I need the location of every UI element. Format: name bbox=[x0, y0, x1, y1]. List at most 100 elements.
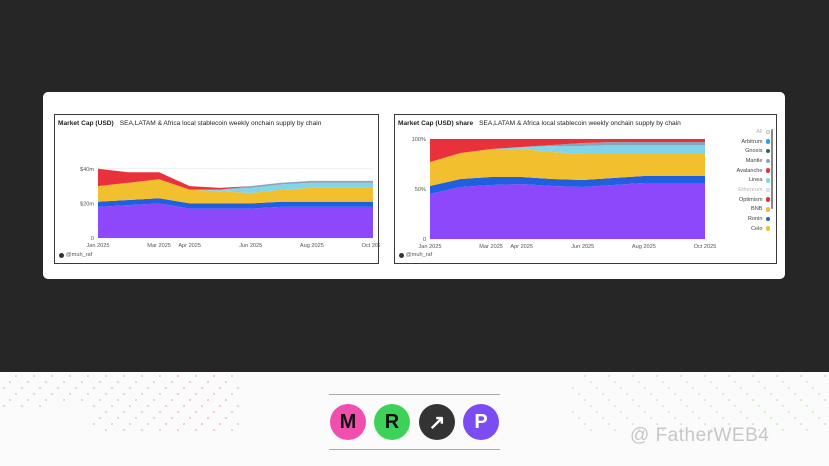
pattern-dot bbox=[703, 374, 707, 378]
pattern-dot bbox=[2, 404, 6, 408]
pattern-dot bbox=[176, 428, 180, 432]
pattern-dot bbox=[122, 410, 126, 414]
pattern-dot bbox=[583, 422, 587, 426]
area-bnb bbox=[430, 149, 705, 186]
pattern-dot bbox=[583, 374, 587, 378]
pattern-dot bbox=[571, 386, 575, 390]
pattern-dot bbox=[823, 422, 827, 426]
pattern-dot bbox=[703, 398, 707, 402]
pattern-dot bbox=[607, 422, 611, 426]
pattern-dot bbox=[122, 428, 126, 432]
x-tick-label: Aug 2025 bbox=[632, 244, 656, 250]
pattern-dot bbox=[613, 380, 617, 384]
market-cap-share-chart: Market Cap (USD) share SEA,LATAM & Africa… bbox=[394, 114, 777, 264]
pattern-dot bbox=[661, 404, 665, 408]
pattern-dot bbox=[236, 404, 240, 408]
legend-item-optimism[interactable]: Optimism bbox=[704, 195, 770, 205]
pattern-dot bbox=[80, 398, 84, 402]
logo-p: P bbox=[463, 404, 499, 440]
x-tick-label: Apr 2025 bbox=[178, 243, 201, 249]
pattern-dot bbox=[823, 398, 827, 402]
legend-item-ronin[interactable]: Ronin bbox=[704, 214, 770, 224]
legend-item-arbitrum[interactable]: Arbitrum bbox=[704, 137, 770, 147]
charts-card: Market Cap (USD) SEA,LATAM & Africa local… bbox=[43, 92, 785, 279]
pattern-dot bbox=[182, 422, 186, 426]
pattern-dot bbox=[775, 398, 779, 402]
legend-color-dot bbox=[765, 178, 770, 183]
pattern-dot bbox=[32, 392, 36, 396]
avatar-icon bbox=[399, 252, 404, 258]
pattern-dot bbox=[757, 404, 761, 408]
pattern-dot bbox=[757, 428, 761, 432]
pattern-dot bbox=[643, 386, 647, 390]
pattern-dot bbox=[200, 386, 204, 390]
pattern-dot bbox=[601, 416, 605, 420]
pattern-dot bbox=[128, 386, 132, 390]
pattern-dot bbox=[817, 392, 821, 396]
legend-label: Avalanche bbox=[736, 167, 763, 174]
pattern-dot bbox=[122, 392, 126, 396]
pattern-dot bbox=[805, 428, 809, 432]
legend-scrollbar[interactable] bbox=[771, 129, 773, 209]
pattern-dot bbox=[68, 392, 72, 396]
pattern-dot bbox=[8, 380, 12, 384]
pattern-dot bbox=[194, 410, 198, 414]
pattern-dot bbox=[619, 410, 623, 414]
pattern-dot bbox=[613, 404, 617, 408]
legend-item-linea[interactable]: Linea bbox=[704, 175, 770, 185]
legend-item-bnb[interactable]: BNB bbox=[704, 205, 770, 215]
pattern-dot bbox=[619, 386, 623, 390]
legend-item-avalanche[interactable]: Avalanche bbox=[704, 166, 770, 176]
area-ronin bbox=[430, 176, 705, 194]
pattern-dot bbox=[589, 380, 593, 384]
pattern-dot bbox=[32, 374, 36, 378]
pattern-dot bbox=[751, 422, 755, 426]
pattern-dot bbox=[20, 386, 24, 390]
pattern-dot bbox=[122, 374, 126, 378]
pattern-dot bbox=[80, 380, 84, 384]
pattern-dot bbox=[98, 416, 102, 420]
pattern-dot bbox=[649, 416, 653, 420]
pattern-dot bbox=[751, 374, 755, 378]
pattern-dot bbox=[793, 392, 797, 396]
legend-item-all[interactable]: All bbox=[704, 127, 770, 137]
legend-color-dot bbox=[765, 158, 770, 164]
legend-item-gnosis[interactable]: Gnosis bbox=[704, 146, 770, 156]
pattern-dot bbox=[667, 410, 671, 414]
pattern-dot bbox=[230, 374, 234, 378]
pattern-dot bbox=[200, 404, 204, 408]
legend-item-mantle[interactable]: Mantle bbox=[704, 156, 770, 166]
pattern-dot bbox=[224, 416, 228, 420]
pattern-dot bbox=[781, 404, 785, 408]
watermark-text: @ FatherWEB4 bbox=[630, 425, 770, 446]
legend-item-celo[interactable]: Celo bbox=[704, 224, 770, 234]
legend-label: Mantle bbox=[745, 157, 763, 164]
pattern-dot bbox=[140, 392, 144, 396]
pattern-dot bbox=[98, 380, 102, 384]
pattern-dot bbox=[104, 428, 108, 432]
area-purple-base bbox=[98, 203, 373, 238]
pattern-dot bbox=[673, 416, 677, 420]
pattern-dot bbox=[769, 392, 773, 396]
pattern-dot bbox=[74, 386, 78, 390]
logo-r-letter: R bbox=[384, 410, 400, 433]
pattern-dot bbox=[152, 416, 156, 420]
pattern-dot bbox=[631, 374, 635, 378]
legend-label: Ronin bbox=[747, 216, 763, 223]
legend-item-ethereum[interactable]: Ethereum bbox=[704, 185, 770, 195]
pattern-dot bbox=[709, 404, 713, 408]
pattern-dot bbox=[637, 380, 641, 384]
pattern-dot bbox=[709, 428, 713, 432]
pattern-dot bbox=[158, 392, 162, 396]
pattern-dot bbox=[164, 422, 168, 426]
pattern-dot bbox=[637, 428, 641, 432]
chart-subtitle: SEA,LATAM & Africa local stablecoin week… bbox=[119, 120, 322, 127]
pattern-dot bbox=[176, 392, 180, 396]
x-tick-label: Apr 2025 bbox=[510, 244, 533, 250]
pattern-dot bbox=[655, 422, 659, 426]
pattern-dot bbox=[775, 422, 779, 426]
pattern-dot bbox=[643, 410, 647, 414]
pattern-dot bbox=[595, 410, 599, 414]
pattern-dot bbox=[224, 398, 228, 402]
pattern-dot bbox=[110, 422, 114, 426]
